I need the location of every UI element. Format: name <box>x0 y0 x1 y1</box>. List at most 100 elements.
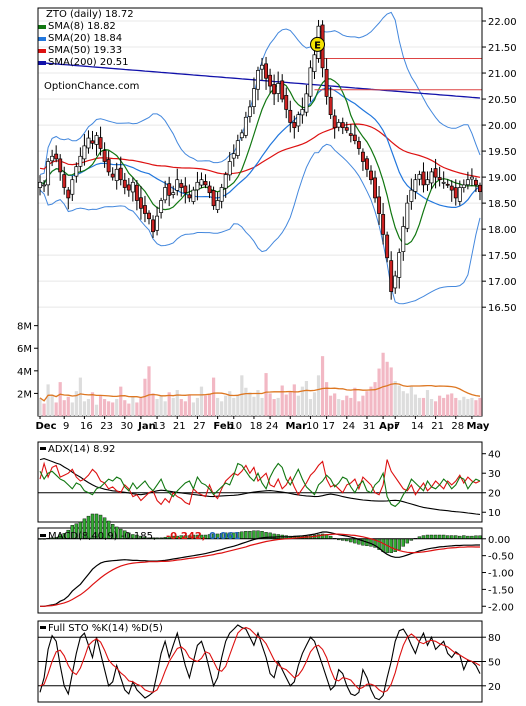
macd-histogram-bar <box>240 531 244 539</box>
candle-body <box>130 181 135 193</box>
volume-bar <box>365 391 369 416</box>
macd-tick-label: -2.00 <box>488 602 514 613</box>
macd-histogram-bar <box>433 534 438 539</box>
volume-bar <box>111 402 115 416</box>
volume-bar <box>413 394 417 416</box>
candle-body <box>191 189 196 202</box>
price-tick-label: 20.50 <box>488 95 517 106</box>
candle-body <box>90 140 95 144</box>
candle-body <box>187 194 192 199</box>
candle-body <box>215 200 220 210</box>
volume-bar <box>54 402 58 416</box>
candle-body <box>272 84 277 95</box>
x-axis-label: Apr <box>379 421 399 432</box>
stochastic-panel: 80 50 20 Full STO %K(14) %D(5) <box>37 620 501 703</box>
volume-bar <box>308 399 313 416</box>
volume-bar <box>228 391 232 416</box>
candle-body <box>284 95 289 110</box>
volume-bar <box>329 395 333 416</box>
volume-bar <box>62 400 66 416</box>
volume-bar <box>357 401 361 416</box>
candle-body <box>167 183 172 196</box>
macd-legend-swatch <box>40 534 46 537</box>
volume-bar <box>470 397 474 416</box>
x-axis-label: 21 <box>173 421 186 432</box>
volume-bar <box>377 368 381 416</box>
candle-body <box>288 109 293 123</box>
legend-label: SMA(20) 18.84 <box>48 33 122 44</box>
x-axis-label: Jan <box>137 421 156 432</box>
volume-bar <box>151 393 155 416</box>
candle-body <box>300 109 305 116</box>
candle-body <box>457 187 462 202</box>
volume-bar <box>264 373 268 416</box>
macd-histogram-bar <box>437 534 442 539</box>
volume-bar <box>74 391 78 416</box>
candle-body <box>360 151 365 162</box>
volume-bar <box>199 386 204 416</box>
volume-bar <box>433 401 438 416</box>
adx-tick-label: 40 <box>488 450 501 461</box>
candle-body <box>413 179 418 192</box>
candle-body <box>243 116 248 136</box>
volume-bar <box>373 382 377 416</box>
macd-histogram-bar <box>248 531 252 539</box>
candle-body <box>369 170 373 181</box>
candle-body <box>50 155 55 162</box>
candle-body <box>433 168 438 178</box>
candle-body <box>401 226 406 252</box>
candle-body <box>54 153 59 160</box>
volume-bar <box>191 402 195 416</box>
volume-bar <box>300 386 304 416</box>
stochastic-title: Full STO %K(14) %D(5) <box>48 623 163 634</box>
bollinger-upper-line <box>39 11 481 175</box>
candle-body <box>70 179 75 195</box>
price-panel: 22.00 21.50 21.00 20.50 20.00 19.50 19.00 18.50… <box>36 7 517 432</box>
volume-bar <box>345 395 349 416</box>
volume-bar <box>405 393 409 416</box>
macd-tick-label: 0.00 <box>488 535 510 546</box>
stochastic-tick-label: 80 <box>488 633 501 644</box>
candle-body <box>203 181 208 186</box>
volume-bar <box>147 366 151 416</box>
candle-body <box>405 202 410 229</box>
macd-title: MACD(8,40,9) -0.185, <box>48 531 156 542</box>
watermark-text: OptionChance.com <box>44 81 139 92</box>
volume-bar <box>139 397 143 416</box>
candle-body <box>151 219 155 233</box>
candle-body <box>102 150 107 162</box>
legend-swatch <box>38 49 46 53</box>
stochastic-tick-label: 20 <box>488 682 501 693</box>
volume-bar <box>284 394 288 416</box>
stochastic-tick-label: 50 <box>488 658 501 669</box>
volume-bar <box>353 387 357 416</box>
volume-tick-label: 2M <box>17 389 32 400</box>
volume-average-line <box>39 382 481 402</box>
candle-body <box>441 181 446 184</box>
volume-bar <box>103 399 107 416</box>
volume-bar <box>333 393 337 416</box>
candle-body <box>324 69 329 97</box>
candle-body <box>437 177 442 181</box>
candle-body <box>304 93 309 113</box>
macd-histogram-bar <box>389 538 393 554</box>
volume-bar <box>195 397 200 416</box>
x-axis-label: Mar <box>285 421 307 432</box>
volume-bar <box>409 386 413 416</box>
candle-body <box>393 275 398 289</box>
candle-body <box>280 80 285 100</box>
candle-body <box>94 135 99 145</box>
volume-bar <box>438 395 442 416</box>
price-tick-label: 18.00 <box>488 225 517 236</box>
volume-bar <box>288 391 292 416</box>
macd-histogram-bar <box>361 538 365 546</box>
x-axis-label: 13 <box>153 421 166 432</box>
volume-bar <box>159 395 163 416</box>
candle-body <box>348 133 353 136</box>
volume-bar <box>389 367 393 416</box>
volume-bar <box>280 385 284 416</box>
sma20-line <box>39 87 481 208</box>
candle-body <box>114 168 119 181</box>
candle-body <box>264 63 269 79</box>
volume-bar <box>341 400 345 416</box>
